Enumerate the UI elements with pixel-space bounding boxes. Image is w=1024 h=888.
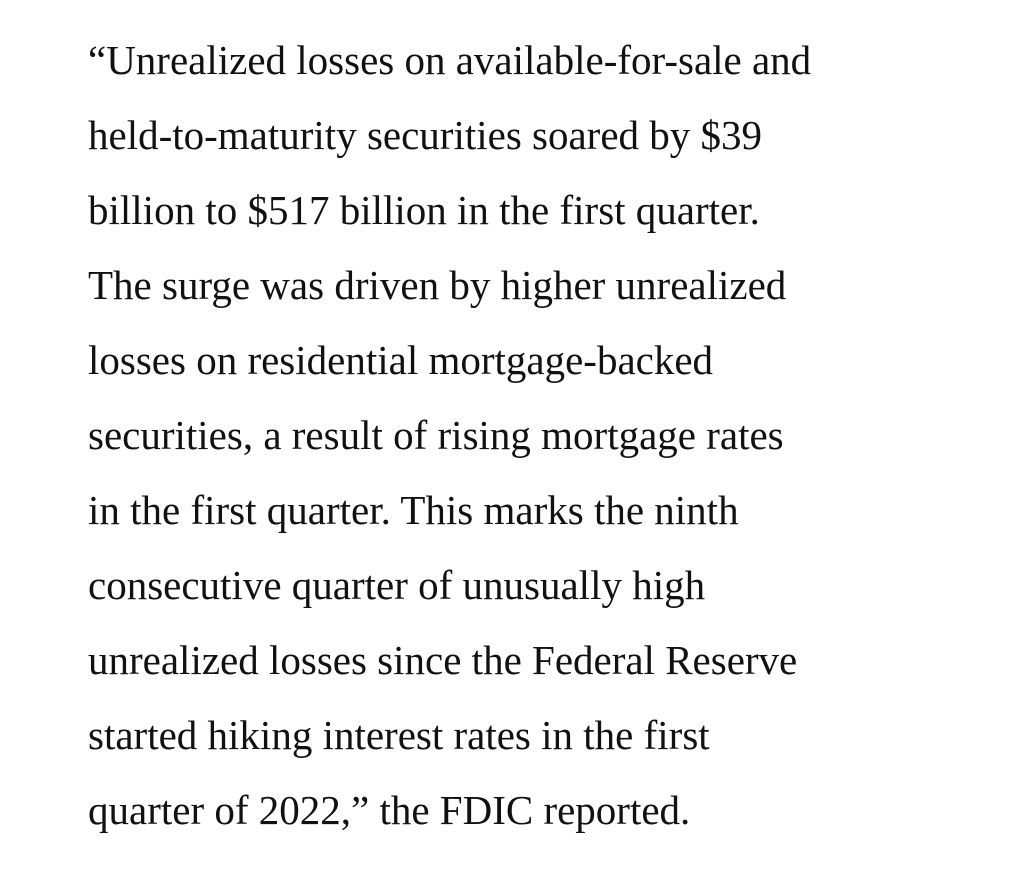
text-line: in the first quarter. This marks the nin…	[88, 487, 739, 533]
text-line: “Unrealized losses on available-for-sale…	[88, 37, 812, 83]
text-line: held-to-maturity securities soared by $3…	[88, 112, 763, 158]
text-line: consecutive quarter of unusually high	[88, 562, 706, 608]
text-line: billion to $517 billion in the first qua…	[88, 187, 760, 233]
text-line: securities, a result of rising mortgage …	[88, 412, 784, 458]
text-line: The surge was driven by higher unrealize…	[88, 262, 787, 308]
quote-paragraph: “Unrealized losses on available-for-sale…	[88, 23, 811, 848]
text-line: unrealized losses since the Federal Rese…	[88, 637, 798, 683]
text-line: started hiking interest rates in the fir…	[88, 712, 710, 758]
text-line: quarter of 2022,” the FDIC reported.	[88, 787, 691, 833]
text-line: losses on residential mortgage-backed	[88, 337, 714, 383]
